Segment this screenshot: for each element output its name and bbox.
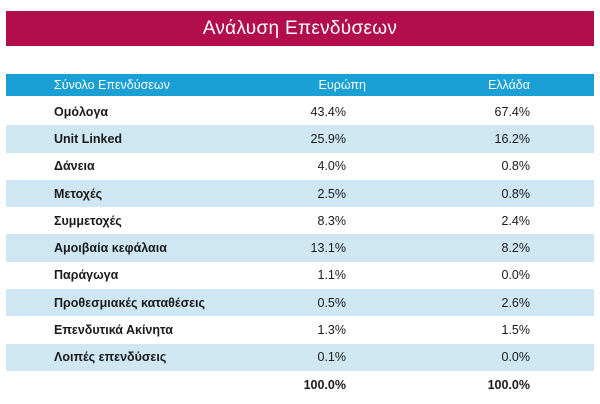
row-europe-value: 1.1% bbox=[317, 268, 347, 283]
row-label: Λοιπές επενδύσεις bbox=[54, 350, 167, 365]
row-label: Unit Linked bbox=[54, 131, 123, 146]
row-europe-value: 2.5% bbox=[317, 186, 347, 201]
row-label: Δάνεια bbox=[54, 159, 95, 174]
table-row: Επενδυτικά Ακίνητα 1.3% 1.5% bbox=[6, 316, 594, 343]
total-greece-value: 100.0% bbox=[487, 377, 530, 392]
row-europe-value: 43.4% bbox=[310, 104, 346, 119]
row-greece-value: 0.0% bbox=[501, 268, 531, 283]
table-row: Μετοχές 2.5% 0.8% bbox=[6, 179, 594, 208]
row-label: Επενδυτικά Ακίνητα bbox=[54, 323, 173, 338]
row-label: Αμοιβαία κεφάλαια bbox=[54, 241, 167, 256]
row-greece-value: 67.4% bbox=[494, 104, 530, 119]
row-europe-value: 13.1% bbox=[310, 241, 346, 256]
row-europe-value: 8.3% bbox=[317, 213, 347, 228]
row-europe-value: 4.0% bbox=[317, 159, 347, 174]
row-greece-value: 1.5% bbox=[501, 323, 531, 338]
row-europe-value: 0.1% bbox=[317, 350, 347, 365]
table-row: Προθεσμιακές καταθέσεις 0.5% 2.6% bbox=[6, 289, 594, 317]
page-title: Ανάλυση Επενδύσεων bbox=[202, 17, 398, 39]
table-row: Παράγωγα 1.1% 0.0% bbox=[6, 262, 594, 289]
row-greece-value: 16.2% bbox=[494, 131, 530, 146]
table-row: Ομόλογα 43.4% 67.4% bbox=[6, 98, 594, 125]
title-banner: Ανάλυση Επενδύσεων bbox=[6, 11, 594, 46]
row-label: Ομόλογα bbox=[54, 104, 109, 119]
table-row: Λοιπές επενδύσεις 0.1% 0.0% bbox=[6, 343, 594, 371]
row-greece-value: 0.8% bbox=[501, 186, 531, 201]
table-row: Δάνεια 4.0% 0.8% bbox=[6, 153, 594, 180]
header-greece: Ελλάδα bbox=[487, 78, 530, 92]
row-label: Παράγωγα bbox=[54, 268, 119, 283]
row-europe-value: 25.9% bbox=[310, 131, 346, 146]
table-header: Σύνολο Επενδύσεων Ευρώπη Ελλάδα bbox=[6, 74, 594, 96]
table-total-row: 100.0% 100.0% bbox=[6, 371, 594, 398]
header-label: Σύνολο Επενδύσεων bbox=[54, 78, 170, 92]
row-europe-value: 0.5% bbox=[317, 295, 347, 310]
row-europe-value: 1.3% bbox=[317, 323, 347, 338]
row-label: Συμμετοχές bbox=[54, 213, 122, 228]
row-greece-value: 8.2% bbox=[501, 241, 531, 256]
investment-table: Σύνολο Επενδύσεων Ευρώπη Ελλάδα Ομόλογα … bbox=[6, 74, 594, 398]
table-row: Αμοιβαία κεφάλαια 13.1% 8.2% bbox=[6, 234, 594, 262]
row-greece-value: 0.8% bbox=[501, 159, 531, 174]
row-greece-value: 0.0% bbox=[501, 350, 531, 365]
row-label: Μετοχές bbox=[54, 186, 103, 201]
row-greece-value: 2.4% bbox=[501, 213, 531, 228]
header-europe: Ευρώπη bbox=[318, 78, 366, 92]
table-row: Unit Linked 25.9% 16.2% bbox=[6, 125, 594, 153]
total-europe-value: 100.0% bbox=[303, 377, 346, 392]
table-row: Συμμετοχές 8.3% 2.4% bbox=[6, 207, 594, 234]
row-greece-value: 2.6% bbox=[501, 295, 531, 310]
row-label: Προθεσμιακές καταθέσεις bbox=[54, 295, 206, 310]
